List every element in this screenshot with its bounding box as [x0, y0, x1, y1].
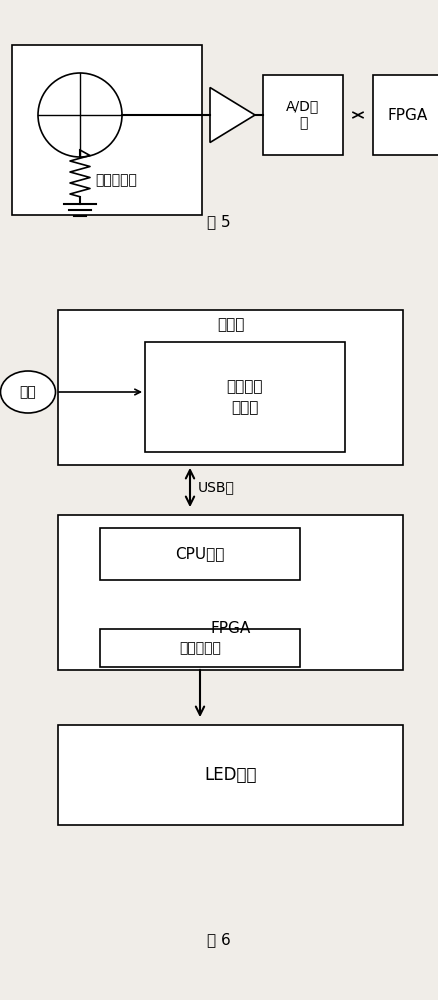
Bar: [100, 528, 299, 580]
Polygon shape: [209, 88, 254, 142]
Text: USB口: USB口: [198, 481, 234, 494]
Bar: [100, 629, 299, 667]
Bar: [58, 515, 402, 670]
Text: FPGA: FPGA: [210, 621, 250, 636]
Text: 图 6: 图 6: [207, 932, 230, 948]
Ellipse shape: [0, 371, 55, 413]
Bar: [58, 310, 402, 465]
Text: 图 5: 图 5: [207, 215, 230, 230]
Bar: [12, 45, 201, 215]
Text: LED阵列: LED阵列: [204, 766, 256, 784]
Bar: [58, 725, 402, 825]
Text: 感光传感器: 感光传感器: [95, 173, 137, 187]
Text: FPGA: FPGA: [387, 107, 427, 122]
Circle shape: [38, 73, 122, 157]
Text: 背景灯设
置软件: 背景灯设 置软件: [226, 379, 263, 415]
Text: CPU软核: CPU软核: [175, 546, 224, 562]
Bar: [372, 75, 438, 155]
Text: 控制寄存器: 控制寄存器: [179, 641, 220, 655]
Text: 上位机: 上位机: [216, 318, 244, 332]
Bar: [262, 75, 342, 155]
Text: A/D采
样: A/D采 样: [286, 99, 319, 131]
Text: 用户: 用户: [20, 385, 36, 399]
Bar: [145, 342, 344, 452]
